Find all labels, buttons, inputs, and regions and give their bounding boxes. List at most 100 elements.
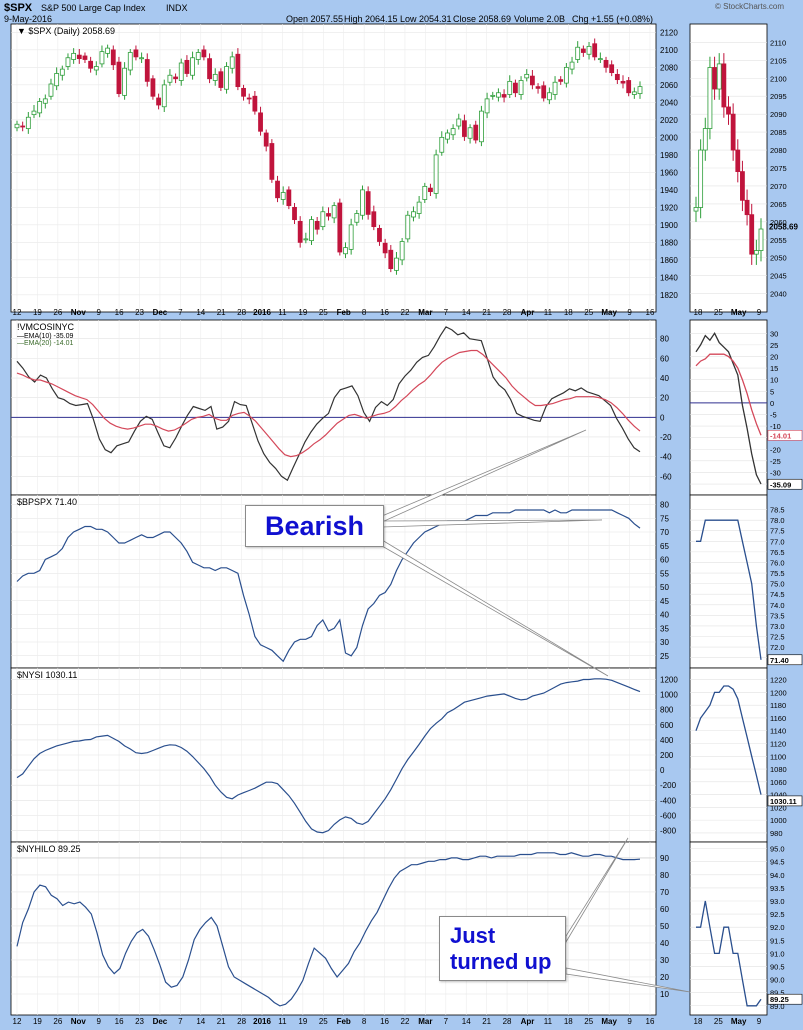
zoom-x-tick-label: 9 [757,308,762,317]
x-tick-label: 7 [178,308,183,317]
candle-body [88,60,94,69]
candle-body [150,78,156,97]
candle-body [405,214,411,240]
x-tick-label: 14 [196,1017,205,1026]
y-tick-label: -20 [660,433,672,442]
candle-body [229,56,235,69]
candle-body [377,227,382,242]
candle-body [42,98,48,104]
candle-body [269,143,275,180]
x-tick-label: 9 [627,1017,632,1026]
x-tick-label: 8 [362,1017,367,1026]
zoom-x-tick-label: May [731,308,747,317]
candle-body [337,202,343,253]
y-tick-label: 55 [660,569,669,578]
candle-body [552,81,558,95]
panel-0: 1820 1840 1860 1880 1900 1920 1940 1960 1980 2000… [10,23,798,313]
candle-body [263,132,269,147]
zoom-y-tick-label: 1040 [770,791,787,800]
y-tick-label: 80 [660,501,669,510]
zoom-y-tick-label: 2075 [770,164,787,173]
y-tick-label: -60 [660,472,672,481]
candle-body [218,71,224,88]
y-tick-label: -200 [660,781,677,790]
y-tick-label: 1920 [660,203,678,212]
y-tick-label: 35 [660,624,669,633]
y-tick-label: 2000 [660,133,678,142]
x-tick-label: 11 [278,308,287,317]
zoom-y-tick-label: 1120 [770,740,786,749]
x-tick-label: 18 [564,1017,573,1026]
zoom-x-tick-label: May [731,1017,747,1026]
x-tick-label: 25 [584,308,593,317]
candle-body [371,211,377,228]
x-tick-label: 7 [178,1017,183,1026]
candle-body [365,191,371,215]
candle-body [320,211,326,228]
zoom-y-tick-label: 75.5 [770,569,785,578]
y-tick-label: 0 [660,766,665,775]
zoom-candle-body [721,63,727,108]
zoom-candle-body [753,250,759,255]
candle-body [450,128,456,136]
candle-body [54,73,60,87]
panel-1: -60-40-20020406080-35-30-25-20-15-10-505… [10,319,803,496]
panel-title: $BPSPX 71.40 [17,497,77,507]
zoom-y-tick-label: 76.5 [770,548,785,557]
zoom-y-tick-label: 25 [770,341,778,350]
panel-title: $NYHILO 89.25 [17,844,81,854]
candle-body [569,61,575,70]
x-tick-label: Nov [71,308,87,317]
y-tick-label: 2100 [660,46,678,55]
y-tick-label: 70 [660,888,669,897]
x-tick-label: 16 [380,1017,389,1026]
x-tick-label: 22 [401,308,410,317]
candle-body [416,201,422,214]
candle-body [99,51,105,65]
zoom-y-tick-label: 1180 [770,701,786,710]
zoom-x-tick-label: 18 [694,308,703,317]
y-tick-label: 1840 [660,273,678,282]
zoom-y-tick-label: 90.5 [770,962,785,971]
x-tick-label: 14 [196,308,205,317]
last-value-box [767,478,803,490]
zoom-y-tick-label: 1060 [770,778,787,787]
zoom-x-tick-label: 25 [714,1017,723,1026]
zoom-y-tick-label: 10 [770,376,778,385]
zoom-candle-body [707,67,713,129]
y-tick-label: 1980 [660,151,678,160]
zoom-y-tick-label: 30 [770,329,778,338]
last-value-box [767,654,803,666]
candle-body [479,110,484,143]
x-tick-label: 11 [544,308,553,317]
last-value-label: 1030.11 [770,797,797,806]
candle-body [518,80,524,95]
zoom-y-tick-label: 15 [770,364,778,373]
candle-body [25,116,31,130]
zoom-y-tick-label: 77.5 [770,527,785,536]
x-tick-label: 8 [362,308,367,317]
zoom-y-tick-label: 94.5 [770,858,785,867]
zoom-y-tick-label: 1220 [770,676,787,685]
candle-body [388,249,394,270]
candle-body [144,59,150,82]
candle-body [326,213,331,217]
x-tick-label: May [601,308,617,317]
bearish-text: Bearish [264,511,365,541]
y-tick-label: 60 [660,905,669,914]
zoom-y-tick-label: 2040 [770,290,787,299]
candle-body [127,52,133,71]
candle-body [501,94,507,98]
candle-body [173,76,178,80]
zoom-candle-body [726,106,731,115]
candle-body [122,67,128,96]
candle-body [178,62,184,81]
candle-body [428,187,433,193]
candle-body [597,58,603,61]
volume-value: Volume 2.0B [514,14,565,24]
y-tick-label: 30 [660,956,669,965]
zoom-y-tick-label: 2045 [770,272,787,281]
y-tick-label: 20 [660,394,669,403]
y-tick-label: 40 [660,611,669,620]
last-value-label: -14.01 [770,431,791,440]
